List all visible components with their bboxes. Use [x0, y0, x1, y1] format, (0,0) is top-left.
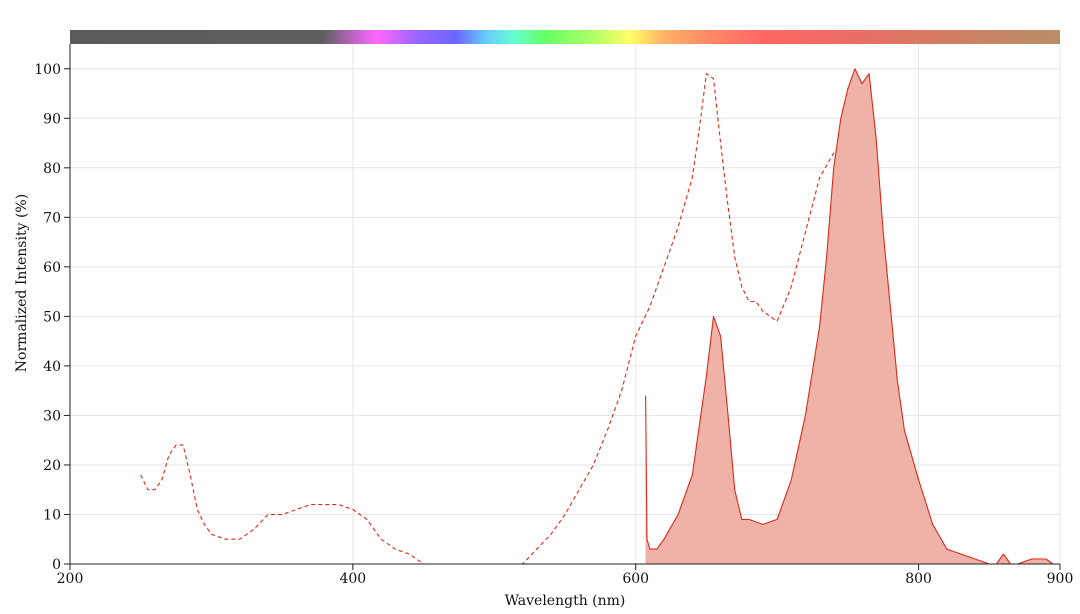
x-tick-label: 600 — [622, 571, 649, 587]
series — [140, 68, 1054, 565]
excitation-line — [140, 73, 934, 565]
y-tick-label: 70 — [43, 210, 61, 226]
spectrum-color-bar — [70, 30, 1060, 44]
x-axis-label: Wavelength (nm) — [505, 593, 626, 609]
y-tick-label: 30 — [43, 408, 61, 424]
emission-line — [645, 68, 1054, 565]
y-tick-label: 80 — [43, 161, 61, 177]
y-tick-label: 60 — [43, 260, 61, 276]
y-tick-label: 50 — [43, 309, 61, 325]
y-tick-label: 40 — [43, 359, 61, 375]
x-tick-label: 900 — [1047, 571, 1074, 587]
x-tick-label: 800 — [905, 571, 932, 587]
y-tick-label: 10 — [43, 507, 61, 523]
emission-area — [645, 68, 1053, 565]
y-tick-label: 100 — [34, 62, 61, 78]
x-tick-label: 400 — [339, 571, 366, 587]
y-tick-label: 90 — [43, 111, 61, 127]
y-axis-label: Normalized Intensity (%) — [14, 194, 30, 372]
x-tick-label: 200 — [57, 571, 84, 587]
axes: 0 10 20 30 40 50 60 70 80 90 100 200 400 600 800 900 — [34, 44, 1073, 587]
y-tick-label: 20 — [43, 458, 61, 474]
y-tick-label: 0 — [52, 557, 61, 573]
